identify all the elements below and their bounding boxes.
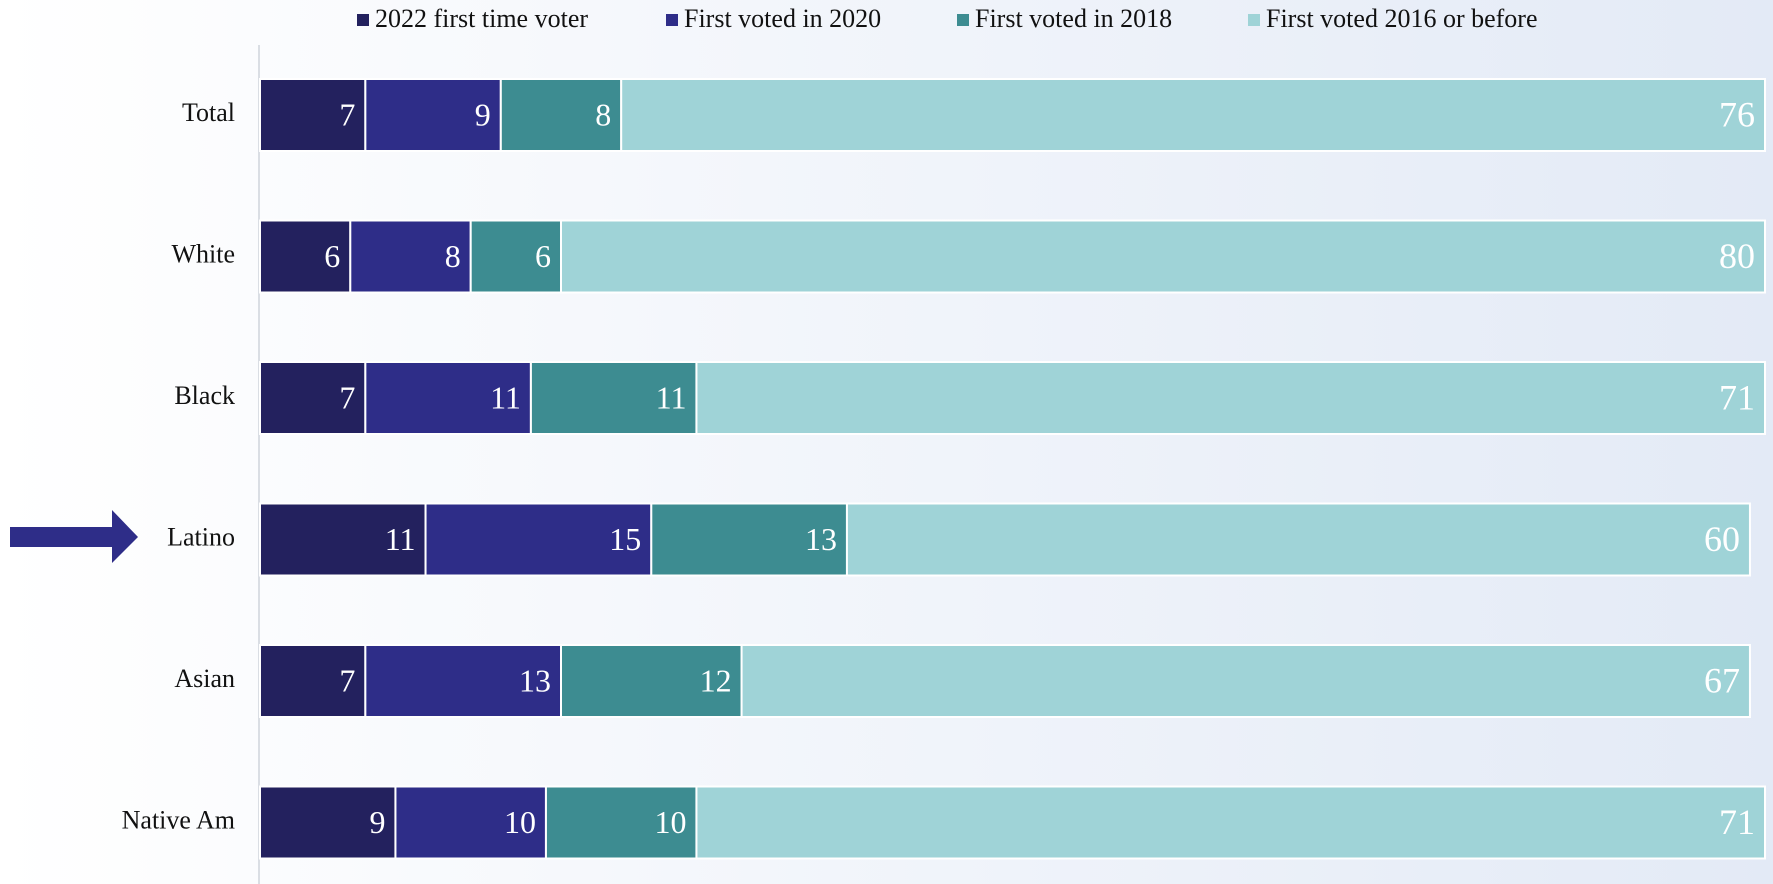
bar-segment (650, 502, 848, 577)
data-label: 67 (1704, 660, 1740, 700)
data-label: 9 (369, 804, 385, 840)
category-label: Black (174, 381, 235, 410)
highlight-arrow (10, 510, 138, 563)
data-label: 71 (1719, 802, 1755, 842)
data-label: 71 (1719, 377, 1755, 417)
category-label: Latino (167, 522, 235, 551)
data-label: 6 (324, 238, 340, 274)
category-label: Native Am (122, 805, 235, 834)
bar-segment (695, 785, 1767, 860)
category-label: White (171, 239, 235, 268)
bar-segment (560, 219, 1766, 294)
bar-segment (259, 219, 352, 294)
data-label: 7 (339, 96, 355, 132)
bar-segment (620, 78, 1767, 152)
bar-segment (740, 644, 1751, 718)
bar-segment (259, 78, 367, 152)
data-label: 7 (339, 379, 355, 415)
legend-swatch (357, 14, 369, 26)
data-label: 80 (1719, 236, 1755, 276)
data-label: 13 (805, 521, 837, 557)
bar-segment (469, 219, 563, 294)
data-label: 7 (339, 662, 355, 698)
bar-segment (259, 361, 367, 435)
bar-segment (259, 644, 367, 718)
legend-swatch (957, 14, 969, 26)
data-label: 76 (1719, 94, 1755, 134)
bar-segment (364, 78, 502, 152)
data-label: 15 (609, 521, 641, 557)
data-label: 11 (490, 379, 521, 415)
bar-segment (394, 785, 547, 860)
category-label: Asian (174, 664, 235, 693)
legend-swatch (666, 14, 678, 26)
bar-segment (529, 361, 698, 435)
data-label: 60 (1704, 519, 1740, 559)
data-label: 12 (700, 662, 732, 698)
legend-label: First voted in 2018 (975, 4, 1172, 33)
legend-label: First voted 2016 or before (1266, 4, 1538, 33)
legend-label: First voted in 2020 (684, 4, 881, 33)
bar-segment (544, 785, 698, 860)
bar-segment (349, 219, 472, 294)
data-label: 10 (504, 804, 536, 840)
bar-segment (259, 785, 397, 860)
bar-segment (695, 361, 1767, 435)
category-label: Total (182, 98, 235, 127)
data-label: 8 (595, 96, 611, 132)
data-label: 11 (656, 379, 687, 415)
data-label: 10 (654, 804, 686, 840)
legend-swatch (1248, 14, 1260, 26)
bar-segment (560, 644, 743, 718)
data-label: 11 (385, 521, 416, 557)
legend-label: 2022 first time voter (375, 4, 588, 33)
data-label: 13 (519, 662, 551, 698)
bar-segment (845, 502, 1751, 577)
bar-segment (364, 361, 532, 435)
data-label: 9 (475, 96, 491, 132)
data-label: 8 (445, 238, 461, 274)
data-label: 6 (535, 238, 551, 274)
bar-segment (424, 502, 653, 577)
